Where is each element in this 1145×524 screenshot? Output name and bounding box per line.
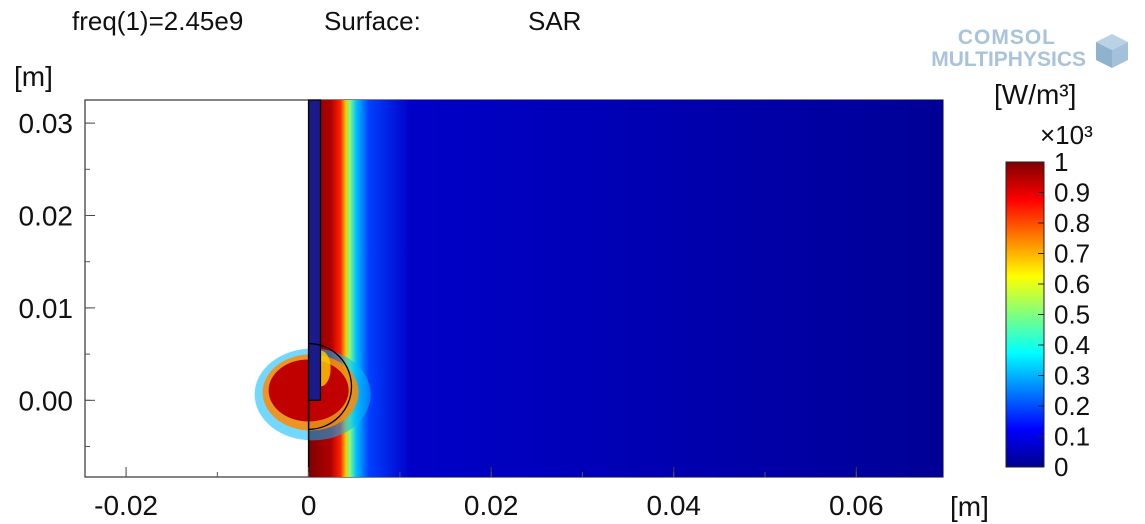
colorbar-tick-label: 0.7 bbox=[1054, 239, 1090, 269]
x-axis-unit: [m] bbox=[950, 491, 989, 522]
colorbar-tick-label: 1 bbox=[1054, 147, 1068, 177]
y-tick-label: 0.02 bbox=[19, 201, 74, 232]
cube-icon bbox=[1096, 34, 1128, 68]
colorbar-tick-label: 0.5 bbox=[1054, 300, 1090, 330]
x-tick-label: 0.04 bbox=[646, 490, 701, 521]
colorbar: 10.90.80.70.60.50.40.30.20.10 [W/m³] ×10³ bbox=[994, 79, 1093, 482]
colorbar-tick-label: 0 bbox=[1054, 452, 1068, 482]
sar-field bbox=[254, 100, 943, 477]
colorbar-tick-label: 0.2 bbox=[1054, 391, 1090, 421]
y-axis-unit: [m] bbox=[14, 61, 53, 92]
surface-label: Surface: bbox=[324, 6, 421, 36]
colorbar-gradient bbox=[1005, 161, 1045, 468]
antenna-body bbox=[308, 99, 322, 401]
colorbar-tick-label: 0.6 bbox=[1054, 269, 1090, 299]
x-tick-label: 0.02 bbox=[464, 490, 519, 521]
y-tick-label: 0.01 bbox=[19, 293, 74, 324]
logo-line1: COMSOL bbox=[957, 26, 1056, 49]
frequency-label: freq(1)=2.45e9 bbox=[72, 6, 244, 36]
colorbar-tick-label: 0.1 bbox=[1054, 422, 1090, 452]
field-background bbox=[308, 100, 943, 477]
y-tick-label: 0.00 bbox=[19, 385, 74, 416]
quantity-label: SAR bbox=[528, 6, 582, 36]
colorbar-multiplier: ×10³ bbox=[1040, 120, 1093, 150]
geometry-overlay bbox=[307, 99, 353, 477]
x-tick-label: -0.02 bbox=[94, 490, 158, 521]
colorbar-tick-label: 0.4 bbox=[1054, 330, 1090, 360]
axis-ticks: -0.02 0 0.02 0.04 0.06 0.00 0.01 0.02 0.03 [m] [m] bbox=[14, 61, 989, 522]
x-tick-label: 0 bbox=[301, 490, 317, 521]
logo-line2: MULTIPHYSICS bbox=[931, 48, 1086, 71]
colorbar-unit: [W/m³] bbox=[994, 79, 1076, 110]
colorbar-tick-label: 0.8 bbox=[1054, 208, 1090, 238]
colorbar-tick-label: 0.9 bbox=[1054, 178, 1090, 208]
y-tick-label: 0.03 bbox=[19, 108, 74, 139]
feed-circle bbox=[308, 342, 353, 430]
colorbar-tick-label: 0.3 bbox=[1054, 361, 1090, 391]
x-tick-label: 0.06 bbox=[829, 490, 884, 521]
comsol-logo: COMSOL MULTIPHYSICS bbox=[876, 26, 1136, 76]
